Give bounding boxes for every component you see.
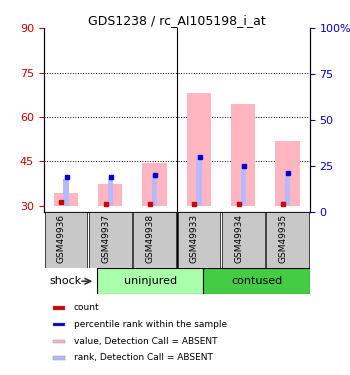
Bar [63, 179, 69, 206]
Text: rank, Detection Call = ABSENT: rank, Detection Call = ABSENT [74, 353, 212, 362]
Bar [203, 268, 310, 294]
Text: contused: contused [231, 276, 282, 286]
Bar [275, 141, 300, 206]
Bar [231, 104, 255, 206]
Text: value, Detection Call = ABSENT: value, Detection Call = ABSENT [74, 337, 217, 346]
Bar [53, 340, 65, 343]
Bar [152, 175, 157, 206]
Text: GSM49938: GSM49938 [146, 214, 155, 263]
Text: GSM49936: GSM49936 [57, 214, 66, 263]
Text: GSM49935: GSM49935 [279, 214, 288, 263]
Bar [98, 184, 122, 206]
Text: count: count [74, 303, 99, 312]
Bar [53, 357, 65, 360]
Bar [133, 212, 176, 268]
Bar [45, 212, 87, 268]
Text: GSM49934: GSM49934 [234, 214, 243, 262]
Bar [240, 166, 246, 206]
Bar [97, 268, 203, 294]
Text: GSM49933: GSM49933 [190, 214, 199, 263]
Title: GDS1238 / rc_AI105198_i_at: GDS1238 / rc_AI105198_i_at [88, 14, 266, 27]
Text: GSM49937: GSM49937 [101, 214, 110, 263]
Bar [89, 212, 132, 268]
Bar [222, 212, 265, 268]
Text: uninjured: uninjured [124, 276, 177, 286]
Bar [178, 212, 220, 268]
Bar [196, 155, 202, 206]
Bar [187, 93, 211, 206]
Bar [53, 306, 65, 310]
Bar [266, 212, 309, 268]
Text: shock: shock [49, 276, 81, 286]
Text: percentile rank within the sample: percentile rank within the sample [74, 320, 227, 329]
Bar [54, 193, 78, 206]
Bar [285, 171, 290, 206]
Bar [107, 179, 113, 206]
Bar [53, 323, 65, 326]
Bar [142, 163, 167, 206]
